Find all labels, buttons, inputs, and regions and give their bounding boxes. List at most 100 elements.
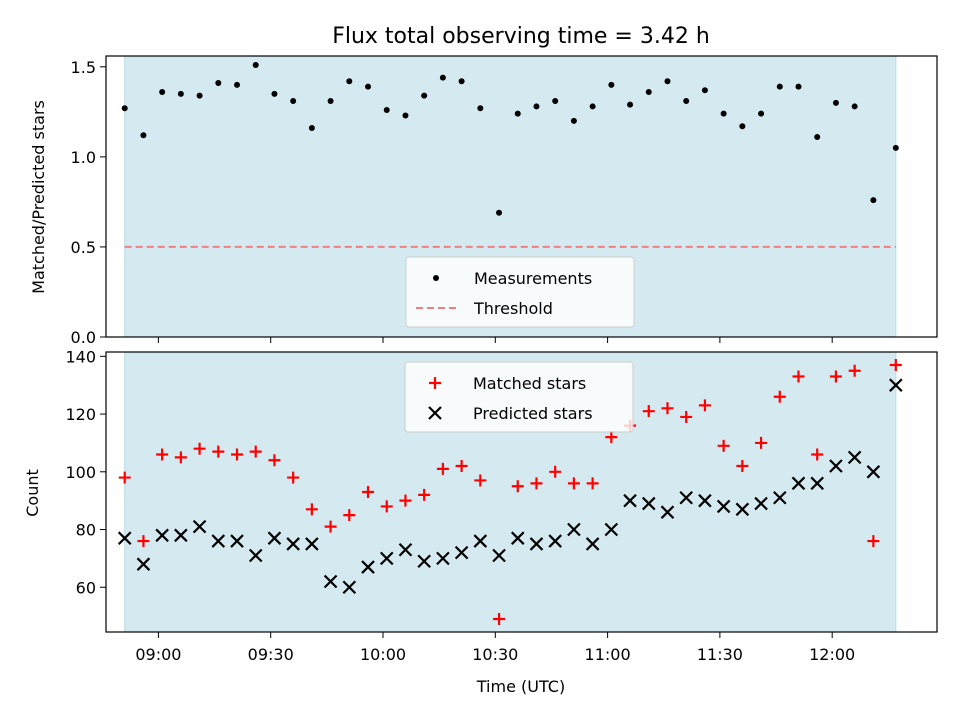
measurement-point	[552, 98, 559, 105]
matched-star-point	[493, 613, 506, 626]
x-tick-label: 09:30	[248, 645, 294, 664]
y-tick-label: 100	[65, 463, 96, 482]
measurement-point	[477, 105, 484, 112]
matched-star-point	[567, 477, 580, 490]
measurement-point	[851, 103, 858, 110]
predicted-star-point	[230, 534, 244, 548]
matched-star-point	[811, 448, 824, 461]
measurement-point	[439, 74, 446, 81]
measurement-point	[327, 98, 334, 105]
predicted-star-point	[889, 378, 903, 392]
predicted-star-point	[174, 528, 188, 543]
predicted-star-point	[829, 459, 843, 473]
axes-frame	[105, 55, 938, 338]
legend-marker-measurements	[433, 275, 439, 281]
measurement-point	[215, 80, 222, 87]
predicted-star-point	[847, 450, 862, 465]
x-tick-label: 12:00	[809, 645, 855, 664]
bottom-y-axis-label: Count	[23, 469, 42, 517]
predicted-star-point	[791, 476, 806, 491]
measurement-point	[870, 197, 877, 204]
matched-star-point	[268, 454, 281, 467]
legend-box	[405, 256, 635, 328]
matched-star-point	[287, 471, 300, 484]
predicted-star-point	[398, 542, 413, 557]
matched-star-point	[549, 465, 562, 478]
predicted-star-point	[361, 560, 375, 574]
legend-box	[404, 361, 634, 433]
matched-star-point	[174, 451, 187, 464]
measurement-point	[365, 83, 372, 90]
measurement-point	[701, 87, 708, 94]
legend-label: Measurements	[474, 269, 592, 288]
observing-window-band	[124, 351, 897, 633]
matched-star-point	[118, 471, 131, 484]
matched-star-point	[231, 448, 244, 461]
y-tick-label: 1.5	[71, 58, 96, 77]
matched-star-point	[324, 520, 337, 533]
matched-star-point	[137, 535, 150, 548]
measurement-point	[196, 92, 203, 99]
matched-star-point	[680, 410, 693, 423]
predicted-star-point	[211, 534, 226, 548]
x-tick-label: 09:00	[135, 645, 181, 664]
measurement-point	[252, 62, 259, 69]
x-tick-label: 11:30	[697, 645, 743, 664]
predicted-star-point	[117, 531, 132, 545]
matched-star-point	[642, 405, 655, 418]
predicted-star-point	[735, 502, 750, 517]
y-tick-label: 80	[76, 521, 96, 540]
predicted-star-point	[679, 490, 693, 505]
matched-star-point	[418, 488, 431, 501]
y-tick-label: 60	[76, 578, 96, 597]
matched-star-point	[474, 474, 487, 487]
predicted-star-point	[698, 493, 712, 508]
y-tick-label: 0.0	[71, 328, 96, 347]
legend-label: Threshold	[473, 299, 553, 318]
matched-star-point	[212, 445, 225, 458]
measurement-point	[533, 103, 540, 110]
measurement-point	[814, 134, 821, 141]
matched-star-point	[586, 477, 599, 490]
matched-star-point	[156, 448, 169, 461]
matched-star-point	[399, 494, 412, 507]
measurement-point	[570, 117, 577, 124]
matched-star-point	[455, 460, 468, 473]
legend-label: Matched stars	[473, 374, 586, 393]
chart-title: Flux total observing time = 3.42 h	[332, 24, 710, 49]
measurement-point	[140, 132, 147, 139]
axes-frame	[105, 351, 938, 633]
x-axis-label: Time (UTC)	[476, 677, 565, 696]
matched-star-point	[193, 442, 206, 455]
predicted-star-point	[473, 534, 488, 548]
matched-star-point	[755, 436, 768, 449]
measurement-point	[627, 101, 634, 108]
measurement-point	[664, 78, 671, 85]
x-tick-label: 10:00	[360, 645, 406, 664]
measurement-point	[458, 78, 465, 85]
predicted-star-point	[641, 496, 656, 511]
legend-marker-predicted	[428, 406, 442, 420]
matched-star-point	[867, 535, 880, 548]
matched-star-point	[717, 439, 730, 452]
predicted-star-point	[585, 537, 600, 551]
measurement-point	[758, 110, 765, 117]
matched-star-point	[889, 358, 902, 371]
legend: Matched stars Predicted stars	[404, 361, 634, 433]
predicted-star-point	[267, 531, 282, 545]
predicted-star-point	[417, 554, 431, 569]
matched-star-point	[736, 460, 749, 473]
predicted-star-point	[660, 505, 675, 519]
measurement-point	[683, 98, 690, 105]
predicted-star-point	[604, 522, 619, 537]
y-tick-label: 140	[65, 347, 96, 366]
matched-star-point	[380, 500, 393, 513]
measurement-point	[892, 144, 899, 151]
matched-star-point	[792, 370, 805, 383]
predicted-star-point	[155, 528, 169, 543]
x-tick-label: 11:00	[585, 645, 631, 664]
y-tick-label: 1.0	[71, 148, 96, 167]
predicted-star-point	[492, 548, 506, 563]
predicted-star-point	[529, 537, 544, 551]
